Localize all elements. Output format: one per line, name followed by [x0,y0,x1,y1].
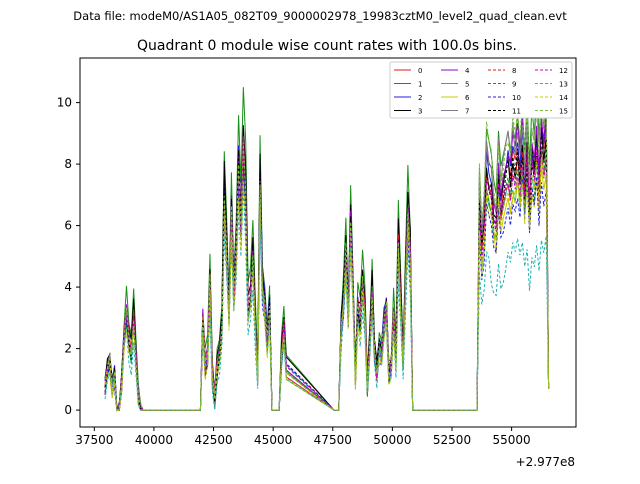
legend-label-10: 10 [512,94,521,102]
legend-label-14: 14 [559,94,568,102]
legend-label-8: 8 [512,67,516,75]
y-tick-label: 4 [64,280,72,294]
legend-box [389,61,573,119]
series-line-10 [104,167,550,411]
axes: 37500 40000 42500 45000 47500 50000 52500 55000… [57,57,577,447]
legend-label-1: 1 [418,81,422,89]
x-tick-label: 42500 [194,433,232,447]
legend-label-3: 3 [418,108,422,116]
y-tick-label: 2 [64,342,72,356]
series-line-7 [104,93,550,411]
y-tick-label: 8 [64,157,72,171]
chart-title: Quadrant 0 module wise count rates with … [137,38,517,54]
series-line-12 [104,146,550,411]
x-tick-label: 50000 [373,433,411,447]
series-line-6 [104,150,550,411]
series-line-14 [104,157,550,411]
legend-label-12: 12 [559,67,568,75]
legend-label-15: 15 [559,108,568,116]
series-line-13 [104,184,550,411]
legend-label-13: 13 [559,81,568,89]
series-line-5 [104,157,550,411]
legend-label-2: 2 [418,94,422,102]
legend-label-6: 6 [465,94,470,102]
x-tick-label: 55000 [493,433,531,447]
legend-label-0: 0 [418,67,422,75]
series-group [104,87,550,412]
series-line-15 [104,101,550,412]
x-tick-label: 52500 [433,433,471,447]
legend-label-11: 11 [512,108,521,116]
x-tick-label: 47500 [314,433,352,447]
legend-label-7: 7 [465,108,469,116]
legend-label-5: 5 [465,81,469,89]
series-line-9 [104,150,550,411]
legend-label-9: 9 [512,81,516,89]
plot-frame [79,57,577,428]
x-tick-label: 37500 [75,433,113,447]
plot-area [104,87,550,412]
y-tick-label: 10 [57,96,72,110]
y-tick-label: 6 [64,219,72,233]
x-tick-label: 40000 [135,433,173,447]
x-tick-label: 45000 [254,433,292,447]
y-tick-label: 0 [64,403,72,417]
x-axis-offset-label: +2.977e8 [516,455,575,469]
legend-label-4: 4 [465,67,470,75]
figure-suptitle: Data file: modeM0/AS1A05_082T09_90000029… [73,9,567,23]
